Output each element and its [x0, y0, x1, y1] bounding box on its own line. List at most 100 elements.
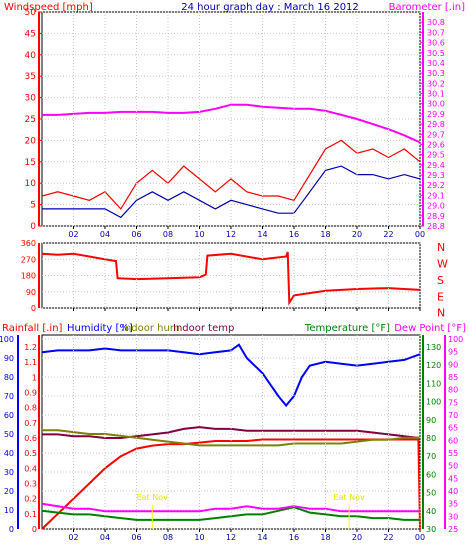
- temperature-tick-label: 30: [426, 525, 436, 534]
- x-tick-label: 02: [68, 230, 78, 239]
- dew-point-tick-label: 100: [448, 335, 463, 344]
- humidity-tick-label: 60: [4, 411, 14, 420]
- humidity-tick-label: 30: [4, 468, 14, 477]
- temperature-line: [41, 506, 420, 521]
- temperature-tick-label: 110: [426, 379, 441, 388]
- x-tick-label: 10: [194, 533, 204, 542]
- x-tick-label: 06: [131, 533, 141, 542]
- temperature-tick-label: 120: [426, 361, 441, 370]
- dew-point-tick-label: 35: [448, 500, 458, 509]
- rainfall-tick-label: 0.9: [24, 389, 37, 398]
- humidity-tick-label: 100: [0, 335, 14, 344]
- rainfall-tick-label: 0.2: [24, 495, 37, 504]
- temperature-tick-label: 100: [426, 398, 441, 407]
- barometer-tick-label: 30.5: [427, 49, 445, 58]
- rainfall-tick-label: 0.4: [24, 464, 37, 473]
- barometer-tick-label: 30.2: [427, 79, 445, 88]
- windspeed-tick-label: 50: [25, 8, 37, 18]
- humidity-tick-label: 40: [4, 449, 14, 458]
- temperature-tick-label: 60: [426, 470, 436, 479]
- temperature-tick-label: 90: [426, 416, 436, 425]
- rainfall-tick-label: 0: [32, 525, 37, 534]
- humidity-tick-label: 50: [4, 430, 14, 439]
- barometer-tick-label: 29.2: [427, 181, 445, 190]
- x-tick-label: 22: [383, 230, 393, 239]
- windspeed-tick-label: 5: [30, 201, 36, 211]
- x-tick-label: 04: [100, 230, 110, 239]
- dew-point-tick-label: 90: [448, 360, 458, 369]
- humidity-tick-label: 0: [9, 525, 14, 534]
- direction-tick-label: 90: [26, 288, 36, 297]
- compass-label: W: [437, 257, 448, 270]
- humidity-tick-label: 20: [4, 487, 14, 496]
- direction-tick-label: 360: [21, 239, 36, 248]
- windspeed-axis-label: Windspeed [mph]: [4, 2, 93, 13]
- x-tick-label: 20: [352, 533, 362, 542]
- humidity-tick-label: 80: [4, 373, 14, 382]
- temperature-tick-label: 70: [426, 452, 436, 461]
- dew-point-tick-label: 60: [448, 436, 458, 445]
- x-tick-label: 06: [131, 230, 141, 239]
- windspeed-tick-label: 20: [25, 136, 37, 146]
- rainfall-tick-label: 0.5: [24, 449, 37, 458]
- indoor-hum-label: Indoor hum: [122, 323, 180, 334]
- rainfall-axis-label: Rainfall [.in]: [2, 323, 63, 334]
- dew-point-tick-label: 80: [448, 386, 458, 395]
- x-tick-label: 08: [163, 230, 173, 239]
- dew-point-tick-label: 50: [448, 462, 458, 471]
- rainfall-tick-label: 1.1: [24, 358, 37, 367]
- barometer-tick-label: 30.4: [427, 59, 445, 68]
- dew-point-tick-label: 85: [448, 373, 458, 382]
- humidity-tick-label: 90: [4, 354, 14, 363]
- x-tick-label: 14: [257, 230, 267, 239]
- humidity-tick-label: 70: [4, 392, 14, 401]
- barometer-tick-label: 29.6: [427, 140, 445, 149]
- windspeed-tick-label: 25: [25, 115, 36, 125]
- barometer-tick-label: 30.6: [427, 39, 445, 48]
- windspeed-tick-label: 30: [25, 94, 37, 104]
- barometer-axis-label: Barometer [.in]: [389, 2, 465, 13]
- barometer-tick-label: 29.1: [427, 191, 445, 200]
- barometer-tick-label: 28.8: [427, 222, 445, 231]
- dew-point-tick-label: 40: [448, 487, 458, 496]
- annotation-label: Eat Nov: [137, 493, 169, 502]
- rainfall-tick-label: 0.8: [24, 404, 37, 413]
- barometer-tick-label: 30.7: [427, 28, 445, 37]
- x-tick-label: 00: [415, 230, 425, 239]
- compass-label: S: [437, 274, 444, 287]
- dew-point-axis-label: Dew Point [°F]: [394, 323, 466, 334]
- windspeed-tick-label: 45: [25, 29, 36, 39]
- direction-tick-label: 180: [21, 272, 36, 281]
- windspeed-tick-label: 40: [25, 51, 37, 61]
- annotation-label: Eat Nov: [334, 493, 366, 502]
- x-tick-label: 12: [226, 230, 236, 239]
- barometer-tick-label: 29.7: [427, 130, 445, 139]
- dew-point-tick-label: 70: [448, 411, 458, 420]
- dew-point-tick-label: 45: [448, 474, 458, 483]
- x-tick-label: 16: [289, 533, 299, 542]
- rainfall-tick-label: 1.2: [24, 343, 37, 352]
- barometer-tick-label: 29.4: [427, 161, 445, 170]
- temperature-axis-label: Temperature [°F]: [304, 323, 390, 334]
- dew-point-tick-label: 65: [448, 424, 458, 433]
- rainfall-tick-label: 0.6: [24, 434, 37, 443]
- x-tick-label: 08: [163, 533, 173, 542]
- direction-tick-label: 0: [31, 304, 36, 313]
- indoor-temp-label: Indoor temp: [173, 323, 234, 334]
- temperature-tick-label: 50: [426, 489, 436, 498]
- x-tick-label: 22: [383, 533, 393, 542]
- windspeed-tick-label: 35: [25, 72, 36, 82]
- x-tick-label: 02: [68, 533, 78, 542]
- dew-point-tick-label: 25: [448, 525, 458, 534]
- windspeed-tick-label: 10: [25, 179, 37, 189]
- direction-tick-label: 270: [21, 255, 36, 264]
- x-tick-label: 14: [257, 533, 267, 542]
- x-tick-label: 18: [320, 533, 330, 542]
- windspeed-tick-label: 15: [25, 158, 36, 168]
- rainfall-tick-label: 1: [32, 373, 37, 382]
- temperature-tick-label: 80: [426, 434, 436, 443]
- x-tick-label: 20: [352, 230, 362, 239]
- humidity-line: [41, 343, 421, 408]
- rainfall-tick-label: 0.1: [24, 510, 37, 519]
